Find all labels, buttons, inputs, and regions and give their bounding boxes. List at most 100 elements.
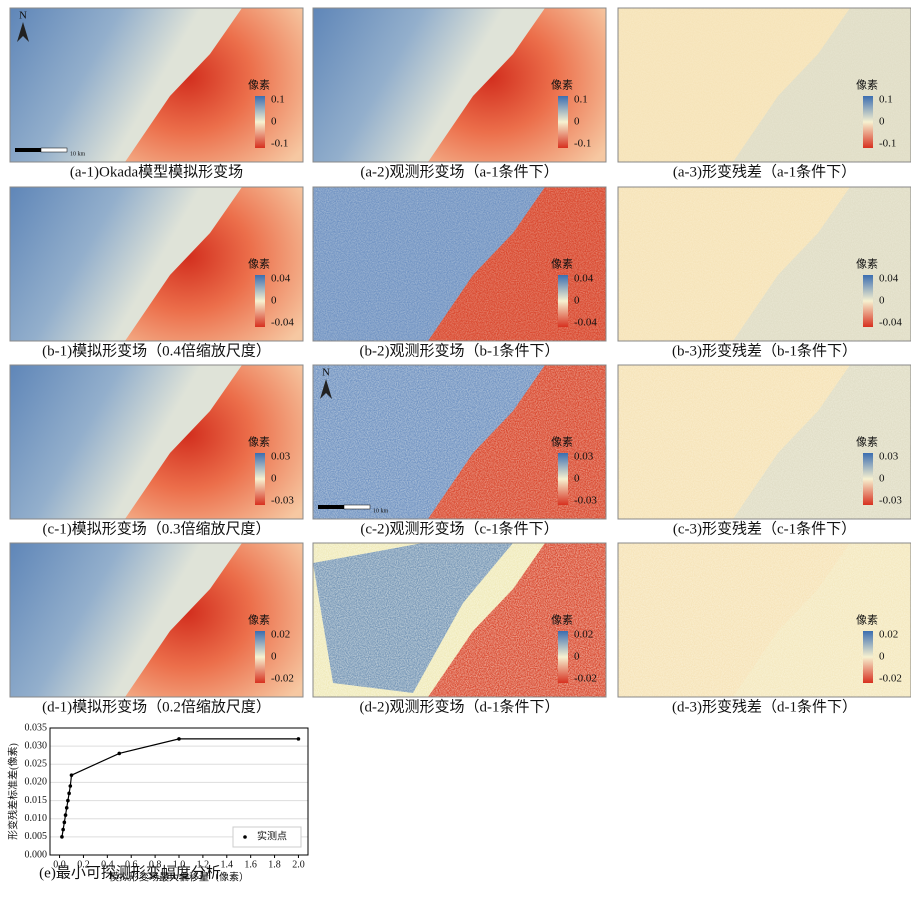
map-panel: 像素0.1 0 -0.1 xyxy=(313,8,606,162)
colorbar xyxy=(863,96,873,148)
scale-bar-half xyxy=(344,505,370,509)
colorbar-tick-label: 0 xyxy=(574,116,580,128)
y-tick-label: 0.020 xyxy=(25,777,48,788)
data-point xyxy=(117,752,121,756)
data-point xyxy=(67,792,71,796)
figure: 像素0.10-0.1N10 km(a-1)Okada模型模拟形变场像素0.10-… xyxy=(0,0,911,904)
colorbar-title: 像素 xyxy=(248,79,270,92)
colorbar-title: 像素 xyxy=(551,614,573,627)
map-panel: 像素0.020-0.02 xyxy=(313,543,606,697)
y-tick-label: 0.035 xyxy=(25,722,48,733)
colorbar-tick-label: 0.02 xyxy=(271,629,290,641)
colorbar-tick-label: 0.03 xyxy=(574,451,594,463)
panel-caption: (c-3)形变残差（c-1条件下） xyxy=(673,520,856,537)
north-label: N xyxy=(19,10,27,22)
colorbar xyxy=(558,453,568,505)
colorbar-tick-label: 0 xyxy=(574,295,580,307)
colorbar xyxy=(255,275,265,327)
chart-caption: (e)最小可探测形变幅度分析 xyxy=(39,864,221,881)
scale-bar-half xyxy=(41,148,67,152)
data-point xyxy=(63,821,67,825)
panel-caption: (c-2)观测形变场（c-1条件下） xyxy=(360,520,558,537)
colorbar-tick-label: -0.03 xyxy=(271,495,294,507)
colorbar xyxy=(558,631,568,683)
data-point xyxy=(177,737,181,741)
colorbar-tick-label: -0.1 xyxy=(574,138,591,150)
colorbar-tick-label: -0.04 xyxy=(879,317,902,329)
y-tick-label: 0.000 xyxy=(25,849,48,860)
colorbar-tick-label: 0 xyxy=(879,295,885,307)
map-panel: 像素0.030-0.03 xyxy=(618,365,911,519)
x-tick-label: 1.4 xyxy=(221,859,234,870)
colorbar-tick-label: -0.03 xyxy=(879,495,902,507)
data-point xyxy=(297,737,301,741)
map-panel: 像素0.04 0 -0.04 xyxy=(618,187,911,341)
north-label: N xyxy=(322,367,330,379)
colorbar-tick-label: -0.03 xyxy=(574,495,597,507)
colorbar-tick-label: 0.02 xyxy=(879,629,898,641)
colorbar xyxy=(255,453,265,505)
data-point xyxy=(64,813,68,817)
colorbar-tick-label: -0.02 xyxy=(271,673,294,685)
colorbar-title: 像素 xyxy=(248,436,270,449)
colorbar-title: 像素 xyxy=(856,258,878,271)
colorbar-tick-label: 0 xyxy=(574,651,580,663)
colorbar-tick-label: -0.1 xyxy=(879,138,896,150)
colorbar-title: 像素 xyxy=(248,614,270,627)
colorbar-tick-label: 0 xyxy=(879,651,885,663)
y-tick-label: 0.015 xyxy=(25,795,48,806)
colorbar-tick-label: -0.04 xyxy=(271,317,294,329)
colorbar-title: 像素 xyxy=(551,258,573,271)
scale-label: 10 km xyxy=(70,151,86,157)
data-point xyxy=(66,799,70,803)
data-point xyxy=(70,773,74,777)
y-tick-label: 0.025 xyxy=(25,759,48,770)
colorbar-title: 像素 xyxy=(856,79,878,92)
colorbar-tick-label: -0.02 xyxy=(879,673,902,685)
panel-caption: (b-3)形变残差（b-1条件下） xyxy=(672,342,857,359)
data-point xyxy=(65,806,69,810)
colorbar-tick-label: 0.03 xyxy=(271,451,291,463)
colorbar-tick-label: 0 xyxy=(271,651,277,663)
map-panel: 像素0.02 0 -0.02 xyxy=(618,543,911,697)
legend-marker xyxy=(243,835,247,839)
colorbar-tick-label: -0.04 xyxy=(574,317,597,329)
y-tick-label: 0.010 xyxy=(25,813,48,824)
colorbar xyxy=(863,453,873,505)
data-point xyxy=(69,784,73,788)
page: 像素0.10-0.1N10 km(a-1)Okada模型模拟形变场像素0.10-… xyxy=(0,0,911,904)
colorbar-tick-label: 0 xyxy=(879,116,885,128)
y-axis-label: 形变残差标准差(像素) xyxy=(6,743,19,840)
colorbar-tick-label: 0 xyxy=(271,473,277,485)
colorbar xyxy=(863,631,873,683)
map-panel: 像素0.03 0 -0.03 xyxy=(10,365,303,519)
x-tick-label: 1.6 xyxy=(244,859,257,870)
colorbar-tick-label: 0.04 xyxy=(879,273,899,285)
panel-caption: (a-1)Okada模型模拟形变场 xyxy=(70,163,243,180)
series-line xyxy=(62,739,299,837)
colorbar-title: 像素 xyxy=(856,614,878,627)
colorbar-tick-label: 0.04 xyxy=(271,273,291,285)
data-point xyxy=(60,835,64,839)
y-tick-label: 0.005 xyxy=(25,831,48,842)
colorbar-tick-label: -0.1 xyxy=(271,138,288,150)
colorbar-tick-label: 0 xyxy=(271,295,277,307)
colorbar-tick-label: -0.02 xyxy=(574,673,597,685)
map-panel: 像素0.040-0.04 xyxy=(10,187,303,341)
colorbar-tick-label: 0.1 xyxy=(574,94,588,106)
panel-caption: (a-3)形变残差（a-1条件下） xyxy=(673,163,856,180)
panel-caption: (a-2)观测形变场（a-1条件下） xyxy=(360,163,558,180)
map-panel: 像素0.02 0 -0.02 xyxy=(10,543,303,697)
map-panel: 像素0.10-0.1 xyxy=(618,8,911,162)
panel-caption: (b-2)观测形变场（b-1条件下） xyxy=(360,342,560,359)
colorbar xyxy=(863,275,873,327)
x-tick-label: 2.0 xyxy=(292,859,305,870)
colorbar-title: 像素 xyxy=(551,79,573,92)
panel-caption: (c-1)模拟形变场（0.3倍缩放尺度） xyxy=(43,520,271,537)
scale-label: 10 km xyxy=(373,508,389,514)
colorbar-tick-label: 0 xyxy=(574,473,580,485)
panel-caption: (d-2)观测形变场（d-1条件下） xyxy=(360,698,560,715)
panel-caption: (b-1)模拟形变场（0.4倍缩放尺度） xyxy=(42,342,271,359)
